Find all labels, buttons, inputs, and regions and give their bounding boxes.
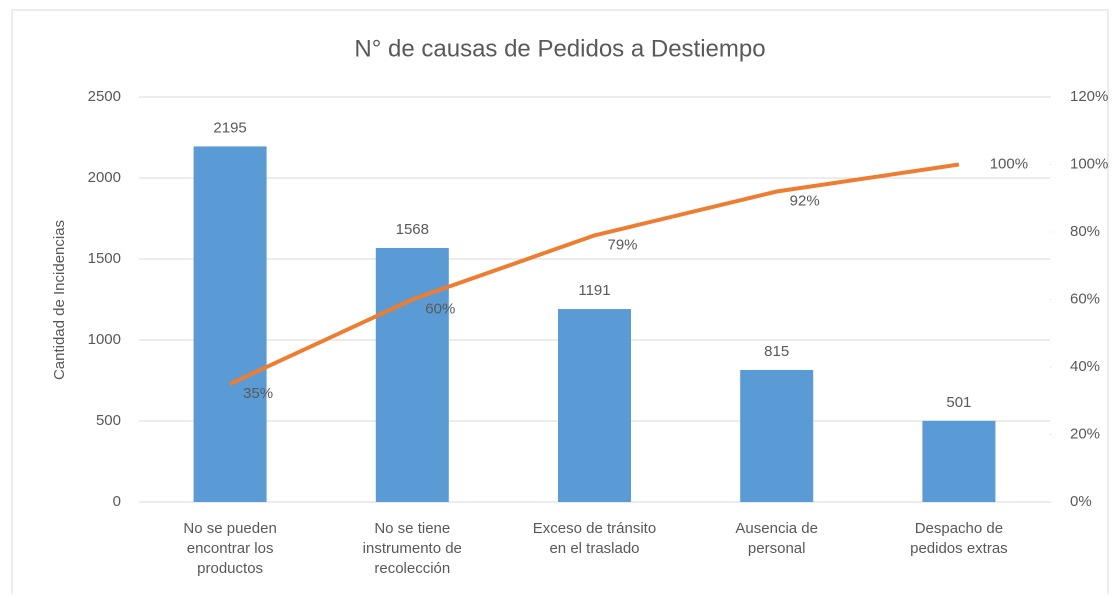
- x-tick-line: personal: [748, 540, 806, 557]
- y-tick-label: 0: [113, 493, 121, 510]
- bar: [740, 369, 814, 502]
- y2-tick-label: 120%: [1070, 88, 1108, 105]
- x-tick-line: productos: [197, 560, 263, 577]
- y-tick-label: 500: [96, 412, 121, 429]
- x-tick-line: encontrar los: [187, 540, 274, 557]
- y-tick-label: 2000: [88, 169, 121, 186]
- x-tick-label: Exceso de tránsito en el traslado: [533, 520, 656, 557]
- y2-tick-label: 20%: [1070, 425, 1100, 442]
- line-label: 79%: [607, 236, 637, 253]
- x-tick-line: instrumento de: [363, 540, 462, 557]
- line-label: 92%: [790, 192, 820, 209]
- line-label: 100%: [990, 155, 1028, 172]
- chart-title: N° de causas de Pedidos a Destiempo: [354, 35, 765, 62]
- x-tick-line: No se tiene: [374, 520, 450, 537]
- bar-label: 2195: [213, 119, 246, 136]
- y2-tick-label: 100%: [1070, 155, 1108, 172]
- y2-tick-label: 60%: [1070, 290, 1100, 307]
- x-tick-line: en el traslado: [549, 540, 639, 557]
- y2-tick-label: 80%: [1070, 223, 1100, 240]
- bar-label: 815: [764, 343, 789, 360]
- bar-label: 1191: [578, 282, 610, 299]
- line-label: 60%: [425, 300, 455, 317]
- x-tick-line: Exceso de tránsito: [533, 520, 656, 537]
- bar: [922, 420, 996, 502]
- y-tick-label: 1000: [88, 331, 121, 348]
- line-label: 35%: [243, 385, 273, 402]
- x-tick-line: Despacho de: [915, 520, 1003, 537]
- bar: [558, 309, 631, 502]
- y-tick-label: 1500: [88, 250, 121, 267]
- x-tick-line: pedidos extras: [910, 540, 1008, 557]
- chart-frame: [11, 9, 1109, 599]
- pareto-line: [229, 162, 960, 386]
- bar: [193, 146, 267, 502]
- y2-tick-label: 40%: [1070, 358, 1100, 375]
- x-tick-line: No se pueden: [183, 520, 276, 537]
- bar: [375, 247, 449, 502]
- x-tick-line: recolección: [374, 560, 450, 577]
- y2-tick-label: 0%: [1070, 493, 1092, 510]
- y-tick-label: 2500: [88, 88, 121, 105]
- x-tick-label: Ausencia de personal: [735, 520, 818, 557]
- x-tick-label: No se pueden encontrar los productos: [183, 520, 276, 577]
- y-axis-label: Cantidad de Incidencias: [51, 220, 68, 380]
- x-tick-label: No se tiene instrumento de recolección: [363, 520, 462, 577]
- bar-label: 501: [946, 394, 971, 411]
- bar-label: 1568: [396, 221, 429, 238]
- x-tick-line: Ausencia de: [735, 520, 818, 537]
- x-tick-label: Despacho de pedidos extras: [910, 520, 1008, 557]
